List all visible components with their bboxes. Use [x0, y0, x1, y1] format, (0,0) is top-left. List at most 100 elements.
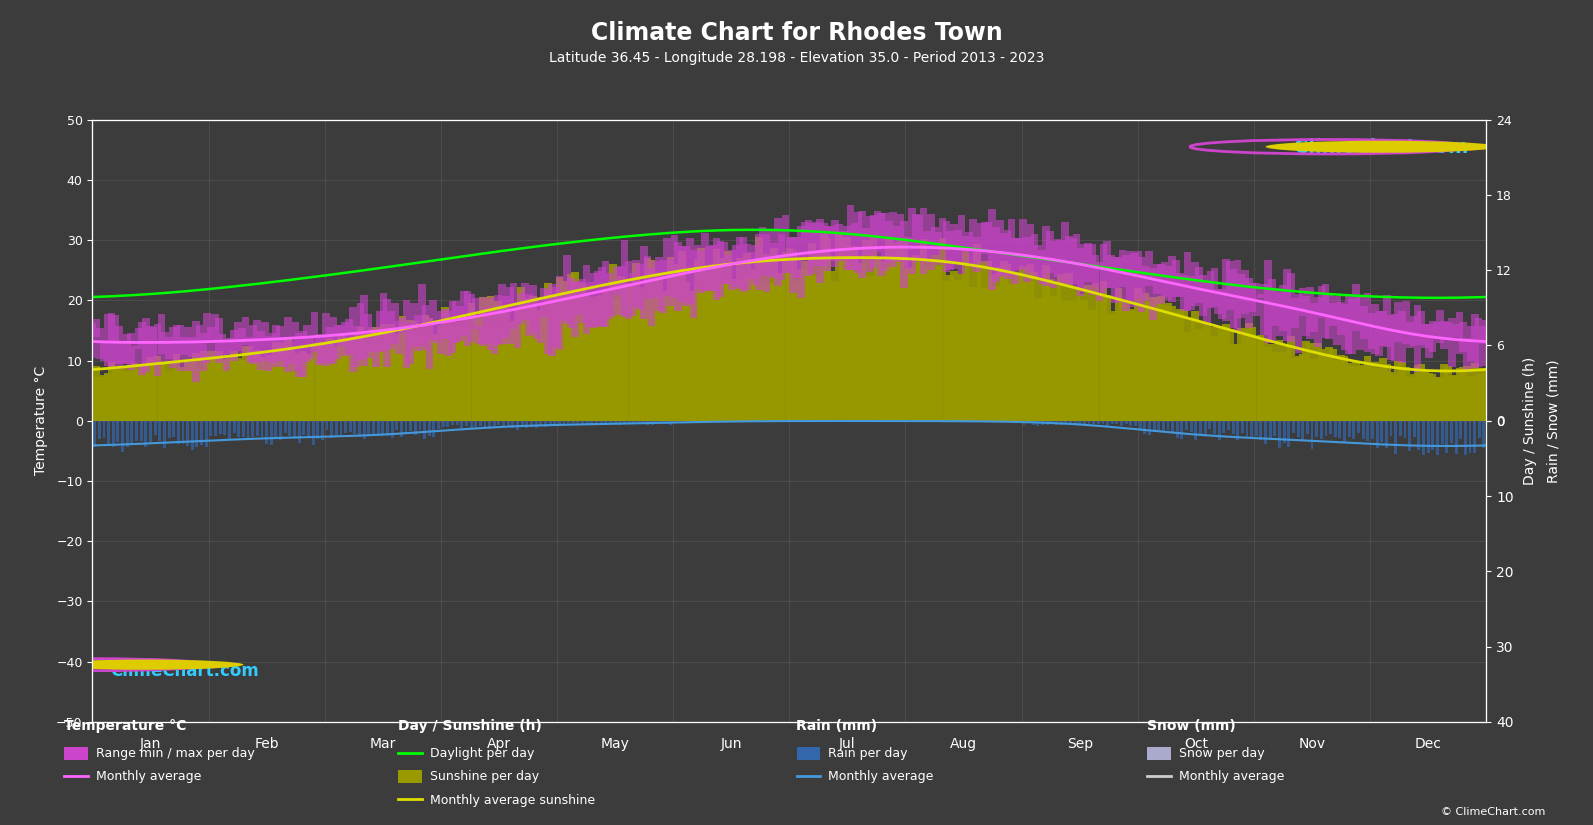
Bar	[1085, 243, 1091, 282]
Bar	[709, 264, 717, 421]
Bar	[1149, 296, 1157, 421]
Bar	[1069, 300, 1077, 421]
Bar	[494, 301, 502, 421]
Bar	[196, 368, 204, 421]
Bar	[510, 321, 518, 421]
Bar	[1464, 338, 1470, 372]
Bar	[583, 292, 589, 421]
Bar	[1004, 230, 1012, 280]
Bar	[177, 421, 180, 444]
Bar	[233, 421, 236, 432]
Bar	[1091, 283, 1099, 421]
Bar	[1276, 340, 1284, 421]
Bar	[158, 314, 166, 354]
Bar	[349, 421, 352, 432]
Bar	[1078, 421, 1082, 424]
Bar	[444, 311, 452, 356]
Bar	[1316, 421, 1317, 436]
Bar	[1004, 264, 1012, 421]
Bar	[669, 421, 672, 425]
Bar	[365, 342, 371, 421]
Bar	[1184, 332, 1192, 421]
Bar	[1388, 315, 1394, 361]
Bar	[1200, 275, 1207, 316]
Bar	[790, 238, 796, 293]
Bar	[436, 311, 444, 354]
Bar	[698, 248, 706, 421]
Bar	[299, 331, 307, 377]
Bar	[205, 421, 207, 447]
Bar	[1207, 271, 1214, 308]
Bar	[796, 226, 804, 298]
Bar	[368, 328, 376, 421]
Bar	[1180, 421, 1184, 439]
Bar	[989, 274, 996, 421]
Bar	[411, 304, 417, 346]
Bar	[564, 299, 570, 421]
Bar	[610, 264, 616, 421]
Bar	[371, 337, 379, 366]
Bar	[256, 421, 258, 436]
Bar	[750, 272, 758, 421]
Bar	[1233, 345, 1241, 421]
Bar	[1348, 298, 1356, 354]
Bar	[698, 421, 701, 422]
Bar	[954, 280, 962, 421]
Bar	[491, 309, 499, 354]
Bar	[916, 262, 924, 421]
Bar	[1222, 421, 1225, 433]
Text: Day / Sunshine (h): Day / Sunshine (h)	[398, 719, 542, 733]
Bar	[977, 262, 984, 421]
Bar	[464, 324, 472, 421]
Bar	[1432, 323, 1440, 339]
Bar	[327, 338, 333, 421]
Bar	[314, 347, 322, 421]
Bar	[943, 281, 949, 421]
Bar	[319, 335, 327, 362]
Bar	[599, 421, 602, 423]
Bar	[809, 243, 816, 421]
Bar	[616, 276, 624, 421]
Bar	[559, 292, 567, 321]
Bar	[701, 233, 709, 291]
Bar	[1314, 297, 1322, 347]
Bar	[1475, 318, 1483, 367]
Text: Snow per day: Snow per day	[1179, 747, 1265, 761]
Bar	[1050, 241, 1058, 289]
Bar	[288, 342, 295, 365]
Bar	[499, 308, 507, 421]
Bar	[373, 421, 374, 436]
Bar	[256, 357, 264, 421]
Bar	[1375, 368, 1383, 421]
Bar	[1470, 363, 1478, 421]
Text: Jul: Jul	[840, 737, 855, 751]
Bar	[790, 251, 796, 421]
Bar	[766, 283, 774, 421]
Bar	[360, 295, 368, 366]
Bar	[360, 334, 368, 421]
Bar	[1134, 288, 1142, 421]
Bar	[905, 268, 911, 421]
Bar	[981, 222, 988, 254]
Bar	[1153, 298, 1161, 421]
Text: Rain (mm): Rain (mm)	[796, 719, 878, 733]
Bar	[682, 281, 690, 421]
Bar	[946, 231, 954, 270]
Bar	[1413, 421, 1416, 436]
Bar	[487, 296, 494, 421]
Bar	[94, 421, 96, 447]
Bar	[250, 325, 256, 364]
Bar	[938, 218, 946, 249]
Bar	[311, 312, 319, 352]
Bar	[992, 227, 1000, 282]
Bar	[943, 221, 949, 271]
Bar	[660, 260, 667, 313]
Bar	[218, 421, 221, 435]
Bar	[293, 421, 296, 437]
Bar	[1061, 222, 1069, 283]
Bar	[1032, 421, 1035, 425]
Bar	[1306, 342, 1314, 421]
Bar	[1309, 303, 1317, 332]
Bar	[1454, 421, 1458, 455]
Bar	[1214, 289, 1222, 314]
